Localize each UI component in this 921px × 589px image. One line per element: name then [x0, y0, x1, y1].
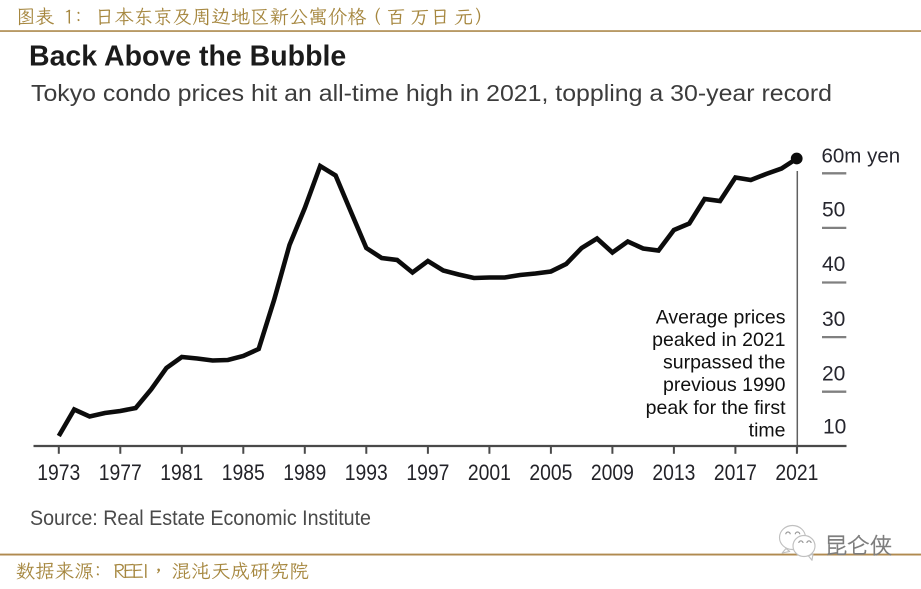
svg-text:2013: 2013 [652, 460, 695, 485]
svg-text:Back Above the Bubble: Back Above the Bubble [29, 41, 346, 73]
svg-text:1997: 1997 [406, 460, 449, 485]
svg-text:20: 20 [822, 362, 845, 385]
svg-text:60m yen: 60m yen [822, 145, 901, 168]
svg-text:30: 30 [822, 308, 845, 331]
svg-text:10: 10 [823, 416, 846, 439]
svg-text:1985: 1985 [222, 460, 265, 485]
svg-text:2001: 2001 [468, 460, 511, 485]
svg-text:time: time [749, 419, 786, 441]
svg-text:peak for the first: peak for the first [646, 397, 786, 419]
svg-text:Tokyo condo prices hit an all-: Tokyo condo prices hit an all-time high … [31, 80, 832, 106]
svg-text:1989: 1989 [283, 460, 326, 485]
svg-text:1973: 1973 [37, 460, 80, 485]
svg-text:50: 50 [822, 199, 845, 222]
svg-text:Source: Real Estate Economic I: Source: Real Estate Economic Institute [30, 507, 371, 530]
svg-text:peaked in 2021: peaked in 2021 [652, 329, 785, 351]
svg-text:Average prices: Average prices [656, 307, 786, 329]
svg-text:previous 1990: previous 1990 [663, 374, 786, 396]
svg-text:2005: 2005 [529, 460, 572, 485]
svg-text:surpassed the: surpassed the [663, 352, 786, 374]
svg-text:1981: 1981 [160, 460, 203, 485]
svg-text:40: 40 [822, 253, 845, 276]
svg-text:2017: 2017 [714, 460, 757, 485]
svg-text:1977: 1977 [99, 460, 142, 485]
svg-text:2009: 2009 [591, 460, 634, 485]
svg-text:2021: 2021 [775, 460, 818, 485]
svg-text:1993: 1993 [345, 460, 388, 485]
